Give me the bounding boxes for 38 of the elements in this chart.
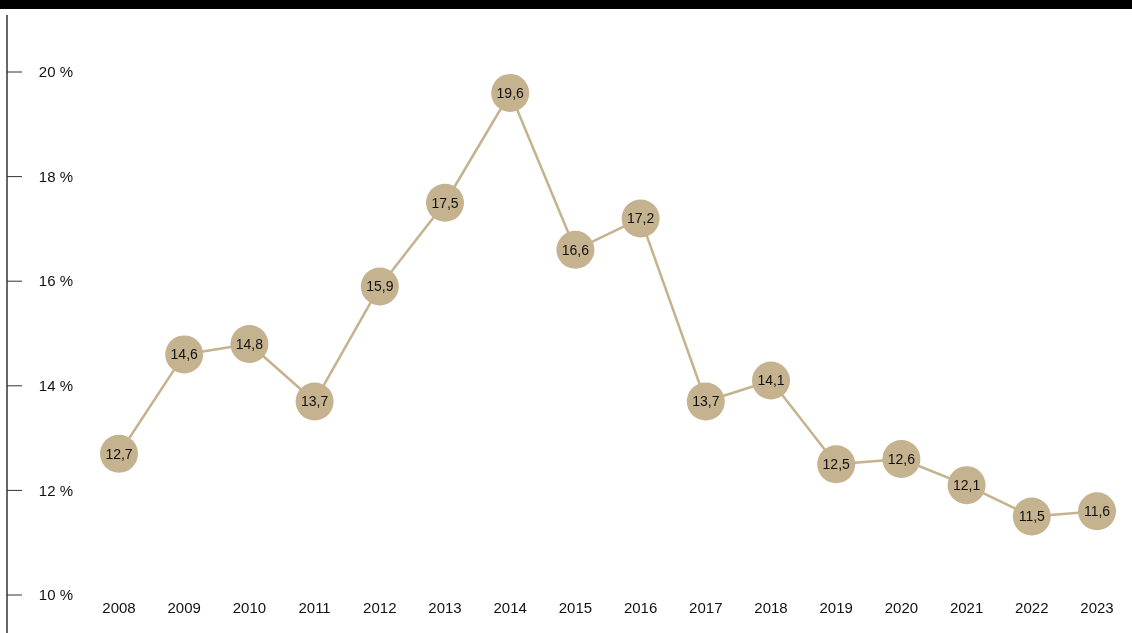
- data-label: 14,6: [170, 346, 199, 363]
- x-tick-label: 2019: [819, 599, 853, 616]
- x-tick-label: 2010: [232, 599, 267, 616]
- x-tick-label: 2016: [623, 599, 658, 616]
- x-tick-label: 2009: [167, 599, 201, 616]
- data-label: 16,6: [561, 241, 590, 258]
- x-tick-label: 2011: [298, 599, 331, 616]
- y-tick-label: 18 %: [38, 167, 73, 185]
- y-tick-label: 12 %: [38, 481, 73, 499]
- data-label: 19,6: [496, 84, 525, 101]
- x-tick-label: 2022: [1015, 599, 1049, 616]
- data-label: 15,9: [366, 278, 394, 295]
- x-tick-label: 2014: [493, 599, 527, 616]
- x-tick-label: 2020: [884, 599, 919, 616]
- y-tick-label: 16 %: [38, 272, 73, 290]
- data-label: 14,1: [757, 372, 785, 389]
- x-tick-label: 2012: [363, 599, 397, 616]
- data-label: 14,8: [235, 335, 264, 352]
- x-tick-label: 2023: [1080, 599, 1114, 616]
- data-label: 17,2: [626, 210, 655, 227]
- data-label: 11,6: [1083, 503, 1111, 520]
- data-label: 12,7: [105, 445, 133, 462]
- data-label: 12,1: [952, 477, 981, 494]
- x-tick-label: 2015: [558, 599, 593, 616]
- data-label: 13,7: [692, 393, 720, 410]
- data-label: 12,5: [822, 456, 851, 473]
- x-tick-label: 2017: [689, 599, 723, 616]
- data-label: 13,7: [300, 393, 329, 410]
- data-label: 12,6: [887, 450, 916, 467]
- x-tick-label: 2008: [102, 599, 136, 616]
- y-tick-label: 10 %: [38, 586, 73, 604]
- x-tick-label: 2013: [428, 599, 462, 616]
- x-tick-label: 2018: [754, 599, 788, 616]
- data-label: 11,5: [1018, 508, 1046, 525]
- x-tick-label: 2021: [949, 599, 984, 616]
- data-label: 17,5: [431, 194, 459, 211]
- y-tick-label: 14 %: [38, 377, 73, 395]
- y-tick-label: 20 %: [38, 63, 73, 81]
